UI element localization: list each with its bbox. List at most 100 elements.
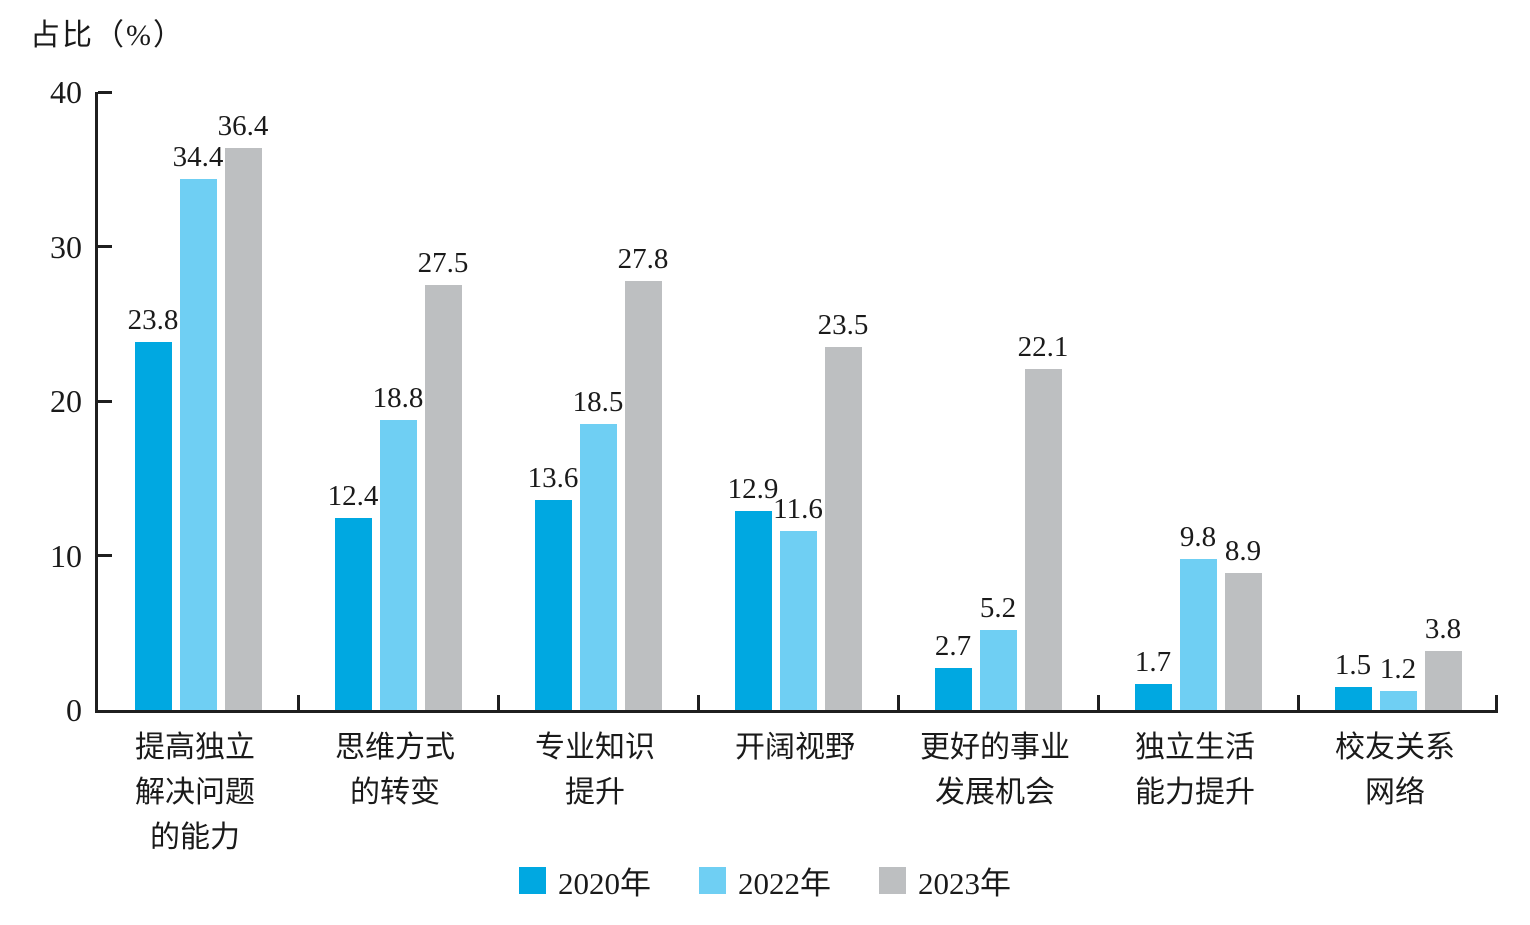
bar-value-label: 23.8 [127,304,179,337]
bar-group: 1.5 1.2 3.8 [1298,92,1498,710]
legend-label: 2022年 [738,866,831,901]
category-label-line: 解决问题 [135,776,255,809]
bar-value-label: 18.8 [372,381,424,414]
bar-value-label: 8.9 [1224,534,1262,567]
x-axis-tick [296,695,300,710]
category-label: 更好的事业 发展机会 [895,725,1095,860]
y-tick-label: 40 [50,74,82,110]
bar-2022年: 11.6 [773,493,823,710]
legend-label: 2023年 [918,866,1011,901]
x-axis-tick [1296,695,1300,710]
bar-groups: 23.8 34.4 36.4 12.4 18.8 27.5 13.6 18.5 27.8 12.9… [98,92,1498,710]
bar-value-label: 5.2 [979,591,1017,624]
category-label: 提高独立解决问题的能力 [95,725,295,860]
bar-group: 12.9 11.6 23.5 [698,92,898,710]
category-label-line: 校友关系 [1335,731,1455,764]
bar-value-label: 13.6 [527,461,579,494]
bar-value-label: 22.1 [1017,330,1069,363]
bar-value-label: 18.5 [572,386,624,419]
legend-swatch-icon [879,867,906,894]
bar-2020年: 13.6 [528,462,578,710]
category-label-line: 提高独立 [135,731,255,764]
category-label: 专业知识 提升 [495,725,695,860]
category-label-line: 的转变 [350,776,440,809]
bar-value-label: 27.8 [617,242,669,275]
category-label: 思维方式 的转变 [295,725,495,860]
bar-value-label: 11.6 [773,492,823,525]
plot-area: 23.8 34.4 36.4 12.4 18.8 27.5 13.6 18.5 27.8 12.9… [95,90,1498,713]
category-label-line: 的能力 [150,821,240,854]
category-label-line: 提升 [565,776,625,809]
y-axis-tick [98,90,112,94]
bar-2023年: 27.5 [418,247,468,710]
y-axis-title: 占比（%） [30,19,185,52]
bar-2020年: 1.5 [1334,649,1372,710]
bar-group: 12.4 18.8 27.5 [298,92,498,710]
bar-2020年: 23.8 [128,304,178,710]
bar-value-label: 27.5 [417,247,469,280]
category-label-line: 网络 [1365,776,1425,809]
bar-2022年: 1.2 [1379,653,1417,710]
legend-swatch-icon [519,867,546,894]
bar-2022年: 9.8 [1179,521,1217,710]
legend-item: 2023年 [879,858,1011,903]
y-tick-label: 20 [50,383,82,419]
bar-value-label: 3.8 [1424,613,1462,646]
bar-group: 13.6 18.5 27.8 [498,92,698,710]
legend-label: 2020年 [558,866,651,901]
legend-swatch-icon [699,867,726,894]
legend: 2020年 2022年 2023年 [0,858,1530,903]
x-axis-tick [496,695,500,710]
category-label-line: 更好的事业 [920,731,1070,764]
bar-2023年: 3.8 [1424,613,1462,710]
bar-value-label: 1.2 [1379,653,1417,686]
legend-item: 2020年 [519,858,651,903]
x-axis-tick [1096,695,1100,710]
bar-value-label: 23.5 [817,308,869,341]
bar-2022年: 5.2 [979,592,1017,710]
category-label-line: 专业知识 [535,731,655,764]
category-label-line: 开阔视野 [735,731,855,764]
category-label: 开阔视野 [695,725,895,860]
bar-group: 23.8 34.4 36.4 [98,92,298,710]
bar-2023年: 27.8 [618,243,668,710]
y-tick-label: 0 [66,692,82,728]
bar-value-label: 1.7 [1134,645,1172,678]
bar-value-label: 12.4 [327,480,379,513]
bar-2023年: 8.9 [1224,535,1262,710]
bar-2022年: 18.5 [573,386,623,710]
bar-2020年: 1.7 [1134,646,1172,710]
x-axis-tick [696,695,700,710]
bar-value-label: 34.4 [172,140,224,173]
category-label: 独立生活 能力提升 [1095,725,1295,860]
y-axis-tick [98,245,112,248]
bar-2022年: 18.8 [373,382,423,710]
y-tick-label: 10 [50,537,82,574]
bar-2023年: 36.4 [218,110,268,710]
category-label-line: 独立生活 [1135,731,1255,764]
y-axis-tick [98,554,112,557]
bar-2020年: 12.9 [728,473,778,710]
bar-value-label: 9.8 [1179,520,1217,553]
x-axis-tick [1495,695,1498,710]
category-label-line: 思维方式 [335,731,455,764]
bar-2020年: 12.4 [328,480,378,710]
bar-value-label: 12.9 [727,472,779,505]
bar-group: 1.7 9.8 8.9 [1098,92,1298,710]
category-label-line: 发展机会 [935,776,1055,809]
bar-value-label: 36.4 [217,109,269,142]
bar-value-label: 2.7 [934,630,972,663]
y-tick-label: 30 [50,228,82,265]
bar-value-label: 1.5 [1334,648,1372,681]
x-axis-labels: 提高独立 解决问题 的能力 思维方式 的转变 专业知识 提升 开阔视野 更好的事业 发展机会 独立生… [95,725,1495,860]
category-label-line: 能力提升 [1135,776,1255,809]
x-axis-tick [896,695,900,710]
category-label: 校友关系 网络 [1295,725,1495,860]
bar-2020年: 2.7 [934,630,972,710]
bar-group: 2.7 5.2 22.1 [898,92,1098,710]
legend-item: 2022年 [699,858,831,903]
bar-2023年: 23.5 [818,309,868,710]
bar-2022年: 34.4 [173,141,223,710]
y-axis-tick [98,399,112,403]
